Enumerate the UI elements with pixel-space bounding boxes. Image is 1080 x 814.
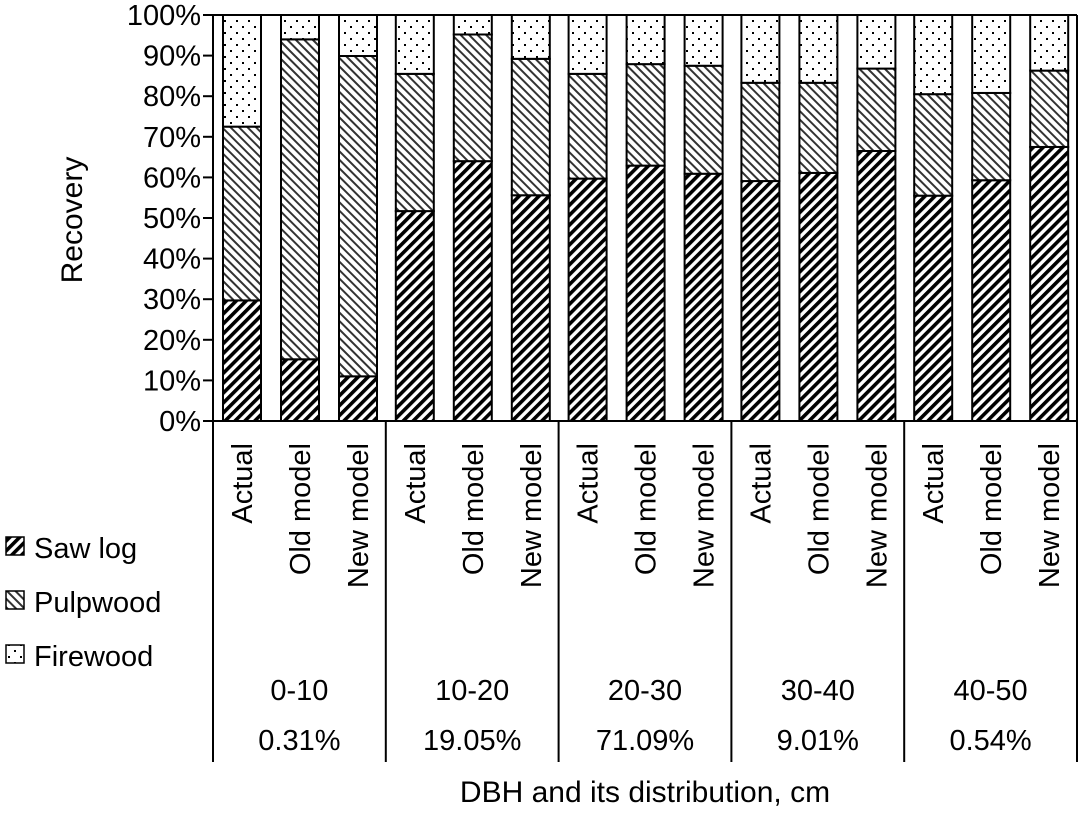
bar-category-label: Actual [400,443,432,524]
y-tick-label: 10% [143,365,201,397]
bar-category-label: Actual [573,443,605,524]
bar-segment-saw-log [1029,145,1070,422]
bar-category-label: New model [861,443,893,588]
group-label: 10-20 [435,675,509,707]
group-share-label: 71.09% [596,725,694,757]
y-tick-label: 60% [143,162,201,194]
bar-category-label: New model [1034,443,1066,588]
y-tick-label: 0% [159,406,201,438]
group-label: 40-50 [954,675,1028,707]
bar-segment-firewood [394,14,435,75]
bar-category-label: Old model [976,443,1008,575]
bar-segment-pulpwood [971,91,1012,182]
bar-segment-saw-log [452,160,493,422]
bar-segment-pulpwood [913,93,954,197]
y-tick-label: 50% [143,203,201,235]
y-tick-label: 20% [143,325,201,357]
bar-segment-firewood [452,14,493,36]
legend-label-firewood: Firewood [34,641,153,673]
bar-segment-firewood [913,14,954,96]
bar-segment-pulpwood [740,81,781,183]
bar-segment-saw-log [798,171,839,422]
group-label: 30-40 [781,675,855,707]
bar-segment-saw-log [280,358,320,422]
bar-category-label: New model [343,443,375,588]
legend-label-pulpwood: Pulpwood [34,587,161,619]
bar-segment-pulpwood [625,63,666,167]
bar-segment-firewood [567,14,608,75]
bar-segment-firewood [280,14,320,41]
y-tick-label: 80% [143,81,201,113]
bar-segment-pulpwood [856,67,897,153]
bar-segment-saw-log [740,180,781,422]
bar-segment-firewood [1029,14,1070,72]
bar-category-label: Old model [631,443,663,575]
group-share-label: 19.05% [423,725,521,757]
bar-segment-pulpwood [394,72,435,213]
bar-segment-pulpwood [280,38,320,361]
legend-swatch-saw-log [5,536,25,556]
bar-segment-saw-log [625,164,666,422]
bar-segment-firewood [740,14,781,84]
bar-segment-firewood [856,14,897,70]
bar-segment-pulpwood [338,55,378,378]
bar-segment-firewood [971,14,1012,94]
group-label: 20-30 [608,675,682,707]
bar-segment-saw-log [510,194,551,422]
bar-category-label: Actual [745,443,777,524]
group-label: 0-10 [270,675,328,707]
y-axis-title: Recovery [56,157,89,284]
bar-segment-saw-log [338,375,378,422]
legend-swatch-firewood [5,644,25,664]
y-tick-label: 100% [127,0,201,32]
bar-category-label: Old model [458,443,490,575]
bar-segment-saw-log [222,299,262,422]
bar-segment-saw-log [971,179,1012,422]
bar-segment-saw-log [567,177,608,422]
legend-label-saw-log: Saw log [34,533,137,565]
y-tick-label: 40% [143,244,201,276]
bar-segment-pulpwood [510,57,551,197]
bar-category-label: Old model [285,443,317,575]
group-share-label: 9.01% [777,725,859,757]
bar-segment-pulpwood [1029,69,1070,148]
bar-segment-saw-log [683,172,724,422]
x-axis-title: DBH and its distribution, cm [460,776,830,809]
bar-segment-saw-log [394,210,435,422]
bar-category-label: New model [689,443,721,588]
bar-category-label: New model [516,443,548,588]
y-tick-label: 30% [143,284,201,316]
bar-category-label: Old model [803,443,835,575]
bar-segment-firewood [338,14,378,58]
bar-segment-pulpwood [683,64,724,175]
bar-segment-saw-log [856,150,897,422]
bar-segment-firewood [798,14,839,84]
bar-category-label: Actual [227,443,259,524]
bar-segment-firewood [625,14,666,66]
bar-segment-saw-log [913,194,954,422]
y-tick-label: 90% [143,41,201,73]
bar-segment-pulpwood [798,81,839,174]
bar-category-label: Actual [918,443,950,524]
bar-segment-firewood [683,14,724,67]
y-tick-label: 70% [143,122,201,154]
legend-swatch-pulpwood [5,590,25,610]
group-share-label: 0.31% [258,725,340,757]
bar-segment-firewood [222,14,262,128]
bar-segment-pulpwood [567,72,608,180]
bar-segment-firewood [510,14,551,60]
bar-segment-pulpwood [452,33,493,163]
bar-segment-pulpwood [222,125,262,302]
group-share-label: 0.54% [949,725,1031,757]
